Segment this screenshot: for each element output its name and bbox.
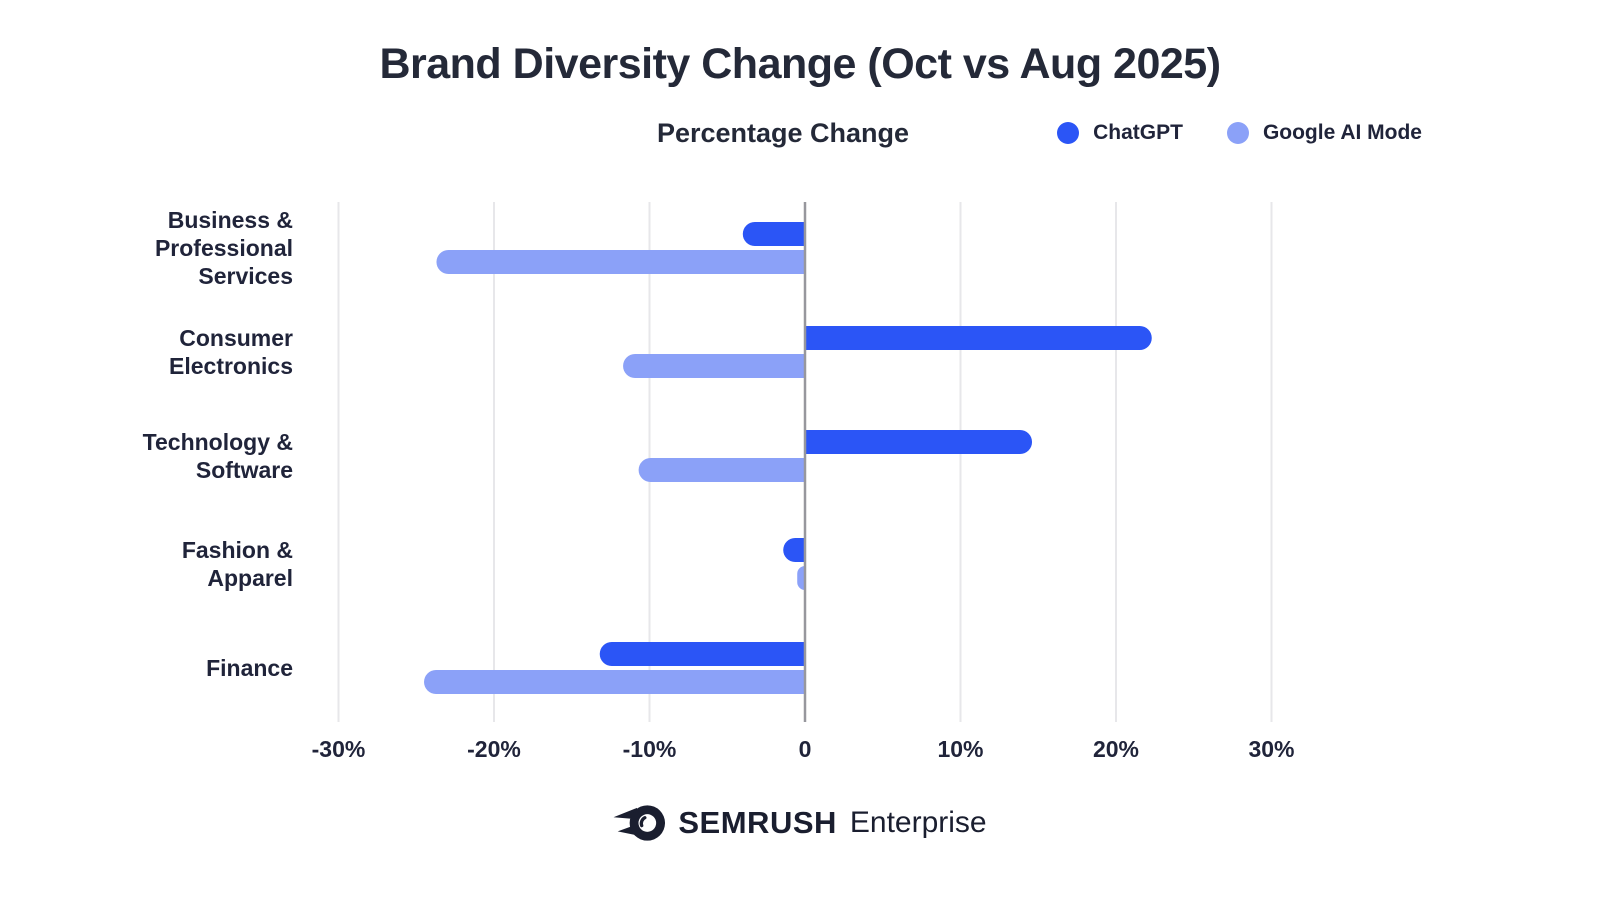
brand-name: SEMRUSH (678, 805, 837, 840)
x-tick-label: 10% (937, 736, 984, 762)
gridlines (337, 202, 1273, 722)
chart-bar (623, 354, 805, 378)
category-label: Fashion & Apparel (181, 537, 293, 591)
legend-label: ChatGPT (1093, 121, 1183, 144)
x-tick-label: 20% (1092, 736, 1140, 762)
chart-bar (805, 326, 1152, 350)
legend-dot-icon (1057, 122, 1080, 144)
legend-item-chatgpt: ChatGPT (1057, 121, 1183, 145)
x-tick-label: 30% (1248, 736, 1295, 762)
brand-edition: Enterprise (849, 806, 987, 839)
x-tick-label: -30% (311, 736, 366, 762)
category-label: Business & Professional Services (154, 207, 293, 289)
semrush-logo-icon (613, 805, 666, 841)
chart-title: Brand Diversity Change (Oct vs Aug 2025) (379, 40, 1221, 88)
legend-label: Google AI Mode (1262, 121, 1422, 144)
chart-bar (436, 250, 805, 274)
chart-bar (783, 538, 805, 562)
legend: ChatGPT Google AI Mode (1057, 121, 1422, 145)
legend-item-google-ai-mode: Google AI Mode (1226, 121, 1422, 145)
legend-dot-icon (1226, 122, 1249, 144)
footer-branding: SEMRUSH Enterprise (0, 802, 1600, 844)
bars (424, 222, 1152, 694)
chart-bar (599, 642, 805, 666)
category-label: Consumer Electronics (169, 325, 293, 379)
category-label: Technology & Software (142, 429, 293, 483)
chart-bar (424, 670, 805, 694)
x-tick-label: -20% (467, 736, 521, 762)
x-tick-label: 0 (798, 736, 812, 762)
chart-bar (805, 430, 1033, 454)
chart-bar (742, 222, 805, 246)
x-tick-label: -10% (622, 736, 677, 762)
chart-bar (638, 458, 805, 482)
category-label: Finance (206, 655, 293, 681)
x-axis-title: Percentage Change (656, 118, 910, 148)
chart-bar (797, 566, 805, 590)
